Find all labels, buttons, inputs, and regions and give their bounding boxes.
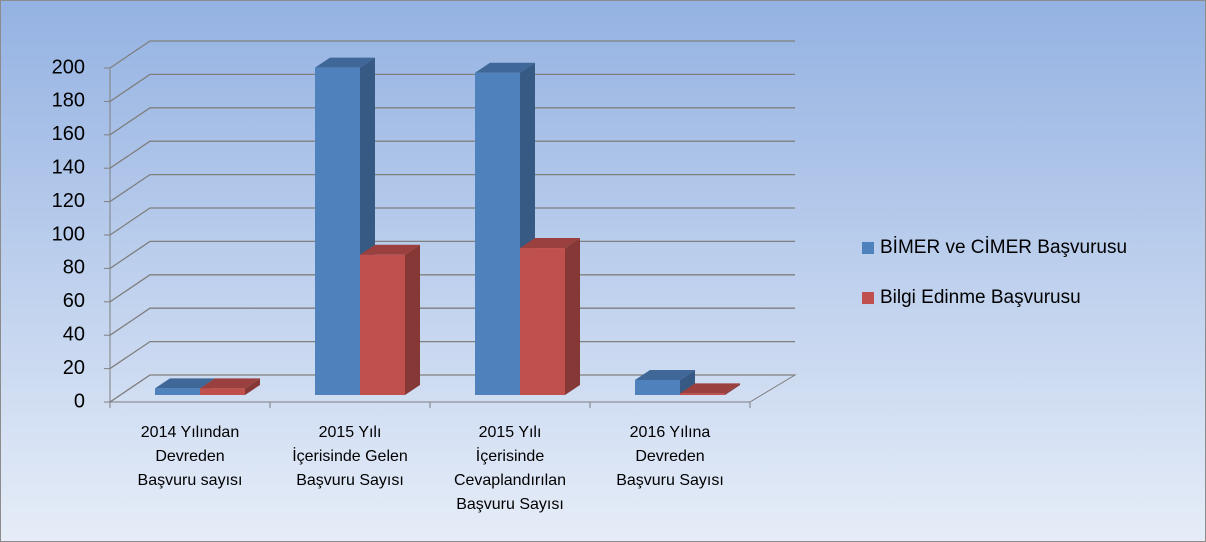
grid-line	[109, 140, 795, 169]
y-tick-label: 200	[52, 56, 85, 78]
bar-side	[565, 238, 580, 395]
bar-side	[725, 383, 740, 395]
x-tick-label: 2016 Yılına	[630, 424, 711, 441]
y-tick-label: 80	[63, 257, 85, 279]
bar-top	[155, 378, 215, 389]
legend-swatch	[862, 292, 874, 304]
bar	[155, 388, 200, 395]
x-tick-label: Başvuru sayısı	[138, 472, 243, 489]
x-tick-label: 2014 Yılından	[141, 424, 239, 441]
bar-top	[680, 383, 740, 394]
bar	[475, 72, 520, 395]
x-tick-label: Cevaplandırılan	[454, 472, 566, 489]
x-tick-label: İçerisinde Gelen	[292, 446, 408, 465]
bar-top	[635, 369, 695, 380]
y-tick-label: 100	[52, 223, 85, 245]
y-tick-label: 140	[52, 156, 85, 178]
x-tick-label: 2015 Yılı	[479, 424, 542, 441]
grid-line	[109, 40, 795, 69]
legend-label: Bilgi Edinme Başvurusu	[880, 287, 1081, 308]
y-tick-label: 160	[52, 123, 85, 145]
bar	[360, 254, 405, 395]
y-tick-label: 120	[52, 190, 85, 212]
grid-line	[109, 173, 795, 203]
x-tick-label: Devreden	[635, 448, 704, 465]
bar-top	[315, 57, 375, 68]
bar-top	[475, 62, 535, 73]
bar-top	[520, 238, 580, 249]
y-tick-label: 60	[63, 290, 85, 312]
bar	[635, 379, 680, 395]
x-tick-label: 2015 Yılı	[319, 424, 382, 441]
legend-label: BİMER ve CİMER Başvurusu	[880, 237, 1127, 258]
y-tick-label: 20	[63, 357, 85, 379]
bar	[680, 393, 725, 395]
bar	[520, 248, 565, 395]
grid-line	[109, 207, 795, 236]
bar-top	[200, 378, 260, 389]
bar-side	[680, 369, 695, 395]
x-tick-label: Başvuru Sayısı	[296, 472, 404, 489]
bar	[200, 388, 245, 395]
y-tick-label: 0	[74, 390, 85, 412]
bar-side	[405, 244, 420, 395]
x-tick-label: Devreden	[155, 448, 224, 465]
bar	[315, 67, 360, 396]
x-tick-label: Başvuru Sayısı	[456, 496, 564, 513]
bar-top	[360, 244, 420, 255]
x-tick-label: İçerisinde	[476, 446, 545, 465]
y-tick-label: 40	[63, 323, 85, 345]
y-tick-label: 180	[52, 90, 85, 112]
grid-line	[109, 107, 795, 136]
x-tick-label: Başvuru Sayısı	[616, 472, 724, 489]
grid-line	[109, 73, 795, 102]
bar-side	[245, 378, 260, 395]
legend-swatch	[862, 242, 874, 254]
